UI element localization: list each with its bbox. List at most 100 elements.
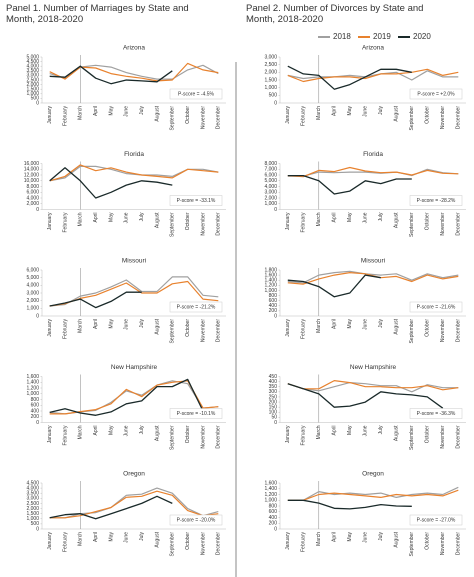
y-tick-label: 0 <box>274 526 277 532</box>
x-tick-label: January <box>47 106 53 124</box>
y-tick-label: 0 <box>274 207 277 213</box>
chart-title: Arizona <box>362 45 384 52</box>
y-tick-label: 6,000 <box>26 267 39 273</box>
x-tick-label: November <box>200 532 206 555</box>
y-tick-label: 6,000 <box>264 172 277 178</box>
series-line <box>287 70 459 81</box>
x-tick-label: February <box>62 532 68 553</box>
x-tick-label: July <box>139 319 145 328</box>
x-tick-label: October <box>185 106 191 124</box>
series-line <box>287 274 381 298</box>
x-tick-label: October <box>425 532 431 550</box>
x-tick-label: July <box>378 212 384 221</box>
legend-label: 2018 <box>333 32 351 41</box>
y-tick-label: 200 <box>31 414 40 420</box>
x-tick-label: April <box>332 319 338 329</box>
x-tick-label: June <box>124 425 130 436</box>
x-tick-label: February <box>62 425 68 446</box>
x-tick-label: February <box>301 425 307 446</box>
x-tick-label: July <box>139 532 145 541</box>
y-tick-label: 800 <box>269 293 278 299</box>
y-tick-label: 1,400 <box>264 486 277 492</box>
annotation-box <box>409 514 463 526</box>
x-tick-label: December <box>456 212 462 235</box>
y-tick-label: 2,000 <box>26 506 39 512</box>
y-tick-label: 1,200 <box>26 385 39 391</box>
x-tick-label: April <box>332 106 338 116</box>
y-tick-label: 600 <box>269 298 278 304</box>
x-tick-label: June <box>124 212 130 223</box>
annotation-box <box>409 301 463 313</box>
x-tick-label: April <box>332 213 338 223</box>
y-tick-label: 1,500 <box>26 511 39 517</box>
x-tick-label: June <box>363 106 369 117</box>
x-tick-label: August <box>154 212 160 228</box>
x-tick-label: January <box>285 532 291 550</box>
x-tick-label: November <box>200 319 206 342</box>
y-tick-label: 1,000 <box>26 391 39 397</box>
x-tick-label: August <box>394 212 400 228</box>
x-tick-label: August <box>154 105 160 121</box>
x-tick-label: July <box>139 425 145 434</box>
series-line <box>49 495 173 520</box>
x-tick-label: August <box>394 425 400 441</box>
y-tick-label: 2,000 <box>264 70 277 76</box>
x-tick-label: April <box>93 106 99 116</box>
x-tick-label: June <box>363 532 369 543</box>
y-tick-label: 500 <box>269 93 278 99</box>
series-line <box>287 166 459 178</box>
x-tick-label: March <box>78 319 84 333</box>
y-tick-label: 400 <box>269 303 278 309</box>
series-line <box>287 270 459 284</box>
y-tick-label: 3,000 <box>26 290 39 296</box>
annotation: P-score = -27.0% <box>417 517 456 523</box>
y-tick-label: 400 <box>31 408 40 414</box>
x-tick-label: March <box>78 532 84 546</box>
x-tick-label: February <box>62 106 68 127</box>
chart-title: Florida <box>363 151 383 158</box>
y-tick-label: 6,000 <box>26 190 39 196</box>
annotation-box <box>169 408 223 419</box>
x-tick-label: October <box>185 425 191 443</box>
y-tick-label: 100 <box>269 410 278 416</box>
x-tick-label: September <box>170 532 176 557</box>
y-tick-label: 350 <box>269 384 278 390</box>
chart-title: New Hampshire <box>350 364 397 371</box>
x-tick-label: April <box>93 426 99 436</box>
y-tick-label: 600 <box>269 509 278 515</box>
y-tick-label: 800 <box>269 503 278 509</box>
annotation: P-score = -36.3% <box>417 411 456 417</box>
x-tick-label: December <box>216 106 222 129</box>
x-tick-label: June <box>124 532 130 543</box>
x-tick-label: July <box>139 212 145 221</box>
y-tick-label: 800 <box>31 397 40 403</box>
x-tick-label: January <box>285 212 291 230</box>
x-tick-label: July <box>378 532 384 541</box>
legend-label: 2019 <box>373 32 391 41</box>
series-line <box>49 291 142 309</box>
y-tick-label: 0 <box>274 313 277 319</box>
y-tick-label: 4,500 <box>26 480 39 486</box>
y-tick-label: 3,000 <box>26 73 39 79</box>
y-tick-label: 3,500 <box>26 68 39 74</box>
annotation: P-score = -20.0% <box>177 517 216 523</box>
x-tick-label: September <box>409 532 415 557</box>
y-tick-label: 2,500 <box>264 62 277 68</box>
y-tick-label: 0 <box>274 420 277 426</box>
x-tick-label: April <box>93 532 99 542</box>
y-tick-label: 1,000 <box>26 306 39 312</box>
y-tick-label: 1,400 <box>264 278 277 284</box>
x-tick-label: June <box>363 212 369 223</box>
annotation: P-score = -21.6% <box>417 304 456 310</box>
y-tick-label: 8,000 <box>26 184 39 190</box>
x-tick-label: June <box>124 106 130 117</box>
x-tick-label: March <box>316 425 322 439</box>
x-tick-label: May <box>347 106 353 116</box>
y-tick-label: 400 <box>269 515 278 521</box>
y-tick-label: 10,000 <box>24 178 40 184</box>
chart-title: New Hampshire <box>111 364 158 371</box>
x-tick-label: April <box>332 532 338 542</box>
x-tick-label: July <box>139 106 145 115</box>
x-tick-label: September <box>170 106 176 131</box>
x-tick-label: August <box>394 318 400 334</box>
